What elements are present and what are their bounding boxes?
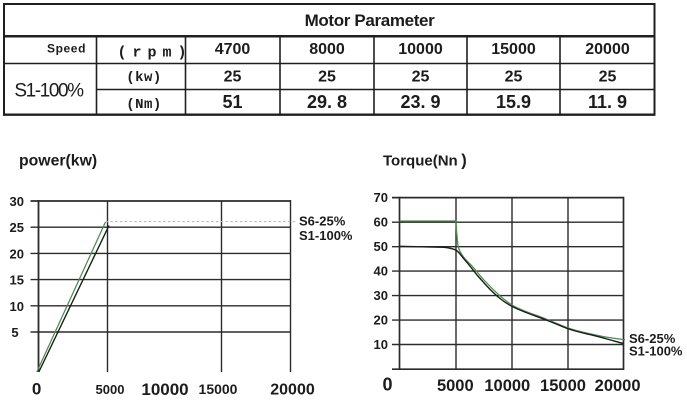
svg-text:5000: 5000 bbox=[437, 377, 474, 395]
svg-text:25: 25 bbox=[505, 69, 523, 86]
svg-text:20: 20 bbox=[10, 246, 24, 261]
svg-text:Torque(Nn): Torque(Nn) bbox=[383, 152, 467, 170]
svg-text:30: 30 bbox=[374, 288, 388, 303]
svg-text:10000: 10000 bbox=[484, 377, 530, 395]
svg-text:S1-100%: S1-100% bbox=[299, 228, 353, 243]
svg-text:15000: 15000 bbox=[540, 377, 586, 395]
svg-text:4700: 4700 bbox=[215, 41, 251, 58]
svg-text:10000: 10000 bbox=[398, 41, 443, 58]
svg-text:25: 25 bbox=[10, 220, 24, 235]
svg-text:15000: 15000 bbox=[491, 41, 536, 58]
svg-text:5: 5 bbox=[11, 325, 18, 340]
svg-text:25: 25 bbox=[318, 69, 336, 86]
svg-text:23. 9: 23. 9 bbox=[400, 92, 440, 112]
svg-text:10000: 10000 bbox=[141, 380, 188, 399]
svg-text:10: 10 bbox=[10, 299, 24, 314]
svg-text:20: 20 bbox=[374, 313, 388, 328]
svg-text:20000: 20000 bbox=[585, 41, 630, 58]
svg-text:60: 60 bbox=[374, 215, 388, 230]
svg-text:(kw): (kw) bbox=[126, 70, 162, 86]
svg-text:51: 51 bbox=[222, 92, 242, 112]
svg-text:30: 30 bbox=[10, 194, 24, 209]
svg-text:20000: 20000 bbox=[270, 381, 315, 398]
svg-text:5000: 5000 bbox=[96, 382, 125, 397]
svg-text:40: 40 bbox=[374, 264, 388, 279]
svg-text:10: 10 bbox=[374, 337, 388, 352]
svg-text:0: 0 bbox=[32, 380, 41, 399]
svg-text:S6-25%: S6-25% bbox=[629, 331, 676, 346]
svg-text:(Nm): (Nm) bbox=[126, 97, 162, 113]
svg-text:11. 9: 11. 9 bbox=[588, 92, 627, 112]
svg-text:25: 25 bbox=[412, 69, 430, 86]
svg-text:29. 8: 29. 8 bbox=[307, 92, 347, 112]
svg-text:S1-100%: S1-100% bbox=[629, 343, 683, 358]
svg-text:(rpm): (rpm) bbox=[117, 45, 192, 62]
svg-text:8000: 8000 bbox=[309, 41, 345, 58]
svg-text:50: 50 bbox=[374, 239, 388, 254]
svg-text:70: 70 bbox=[374, 190, 388, 205]
svg-text:0: 0 bbox=[382, 375, 392, 395]
svg-text:15000: 15000 bbox=[199, 381, 238, 397]
svg-text:25: 25 bbox=[224, 69, 242, 86]
svg-text:15: 15 bbox=[10, 273, 24, 288]
svg-text:15.9: 15.9 bbox=[496, 92, 531, 112]
svg-text:25: 25 bbox=[599, 69, 617, 86]
svg-text:S1-100%: S1-100% bbox=[14, 80, 84, 101]
svg-text:20000: 20000 bbox=[595, 377, 641, 395]
svg-text:S6-25%: S6-25% bbox=[299, 213, 346, 228]
svg-text:Motor Parameter: Motor Parameter bbox=[305, 11, 436, 30]
svg-text:power(kw): power(kw) bbox=[19, 152, 97, 169]
svg-text:Speed: Speed bbox=[47, 42, 86, 56]
